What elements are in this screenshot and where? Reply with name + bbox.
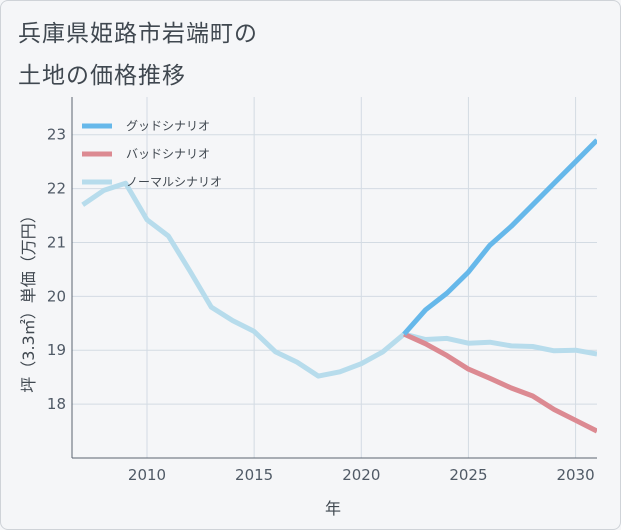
grid-lines xyxy=(72,97,597,458)
chart-title-line1: 兵庫県姫路市岩端町の xyxy=(18,21,258,47)
series-line-bad xyxy=(403,331,597,434)
x-tick-label: 2020 xyxy=(342,466,380,484)
series-lines xyxy=(81,138,597,434)
x-tick-label: 2010 xyxy=(128,466,166,484)
y-tick-label: 21 xyxy=(47,233,66,251)
y-tick-label: 19 xyxy=(47,341,66,359)
y-tick-label: 23 xyxy=(47,126,66,144)
x-tick-label: 2030 xyxy=(556,466,594,484)
x-axis-label: 年 xyxy=(325,499,341,518)
plot-area xyxy=(72,97,597,458)
y-axis-label: 坪（3.3㎡）単価（万円） xyxy=(19,207,38,392)
y-tick-label: 22 xyxy=(47,180,66,198)
x-tick-label: 2015 xyxy=(235,466,273,484)
x-tick-label: 2025 xyxy=(449,466,487,484)
chart-title-line2: 土地の価格推移 xyxy=(18,63,186,89)
series-line-normal xyxy=(81,180,597,379)
y-tick-label: 18 xyxy=(47,395,66,413)
axes: 2010 2015 2020 2025 2030 18 19 20 21 22 23 xyxy=(47,97,597,484)
legend-label-normal: ノーマルシナリオ xyxy=(126,175,222,189)
series-line-good xyxy=(402,138,597,336)
legend-label-bad: バッドシナリオ xyxy=(126,147,210,161)
legend-label-good: グッドシナリオ xyxy=(126,119,210,133)
y-tick-label: 20 xyxy=(47,287,66,305)
